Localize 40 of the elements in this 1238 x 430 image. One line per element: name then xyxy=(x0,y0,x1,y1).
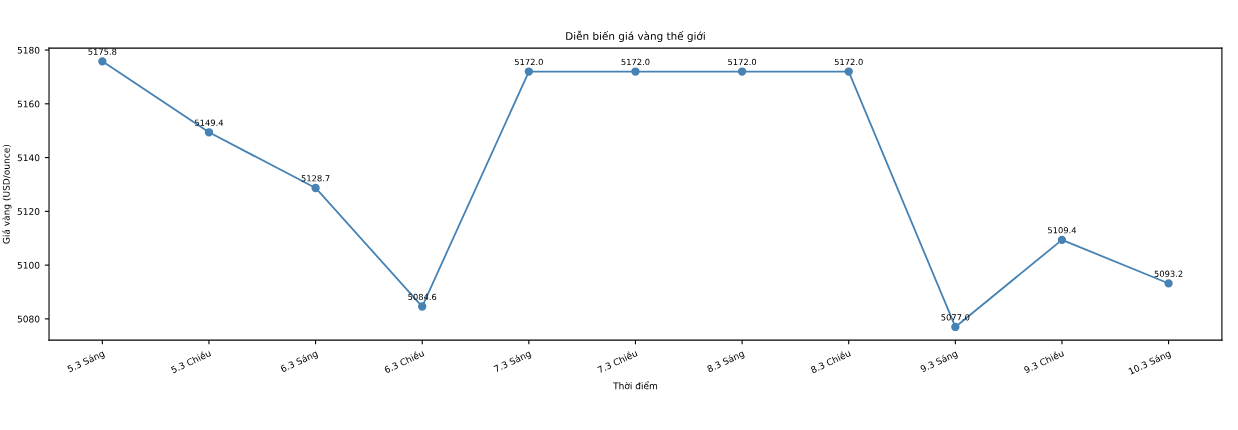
data-label: 5093.2 xyxy=(1154,270,1183,277)
point xyxy=(737,67,747,76)
chart-title: Diễn biến giá vàng thế giới xyxy=(566,30,705,42)
data-label: 5172.0 xyxy=(728,58,757,66)
point xyxy=(204,128,214,137)
x-tick-label: 9.3 Chiều xyxy=(1023,348,1065,374)
x-tick-label: 9.3 Sáng xyxy=(919,349,959,375)
x-axis-title: Thời điểm xyxy=(613,381,658,390)
data-label: 5172.0 xyxy=(834,58,863,66)
point xyxy=(1164,279,1173,288)
x-tick-label: 6.3 Sáng xyxy=(279,349,319,375)
data-label: 5128.7 xyxy=(301,175,330,182)
data-label: 5175.8 xyxy=(88,48,117,55)
point xyxy=(1057,235,1067,245)
data-label: 5172.0 xyxy=(621,58,650,66)
y-tick-label: 5140 xyxy=(17,154,40,162)
y-tick-label: 5080 xyxy=(17,315,40,323)
x-tick-label: 8.3 Sáng xyxy=(706,349,746,375)
point xyxy=(418,302,427,311)
y-tick-label: 5180 xyxy=(17,46,40,54)
data-label: 5109.4 xyxy=(1048,227,1077,234)
point xyxy=(98,57,107,66)
y-tick-label: 5160 xyxy=(17,100,40,108)
x-tick-label: 8.3 Chiều xyxy=(809,348,851,374)
x-tick-label: 10.3 Sáng xyxy=(1128,349,1172,377)
point xyxy=(844,67,853,76)
point xyxy=(524,67,534,76)
x-tick-label: 5.3 Sáng xyxy=(66,349,106,374)
y-tick-label: 5120 xyxy=(17,208,40,215)
point xyxy=(631,67,640,76)
point xyxy=(951,322,960,332)
point xyxy=(311,183,320,193)
x-tick-label: 5.3 Chiều xyxy=(170,348,212,374)
x-tick-label: 7.3 Sáng xyxy=(493,349,532,374)
data-label: 5172.0 xyxy=(514,58,543,66)
y-axis-title: Giá vàng (USD/ounce) xyxy=(2,144,12,244)
data-label: 5149.4 xyxy=(195,119,224,126)
y-tick-label: 5100 xyxy=(17,261,40,269)
x-tick-label: 6.3 Chiều xyxy=(383,348,425,374)
x-tick-label: 7.3 Chiều xyxy=(596,348,638,374)
